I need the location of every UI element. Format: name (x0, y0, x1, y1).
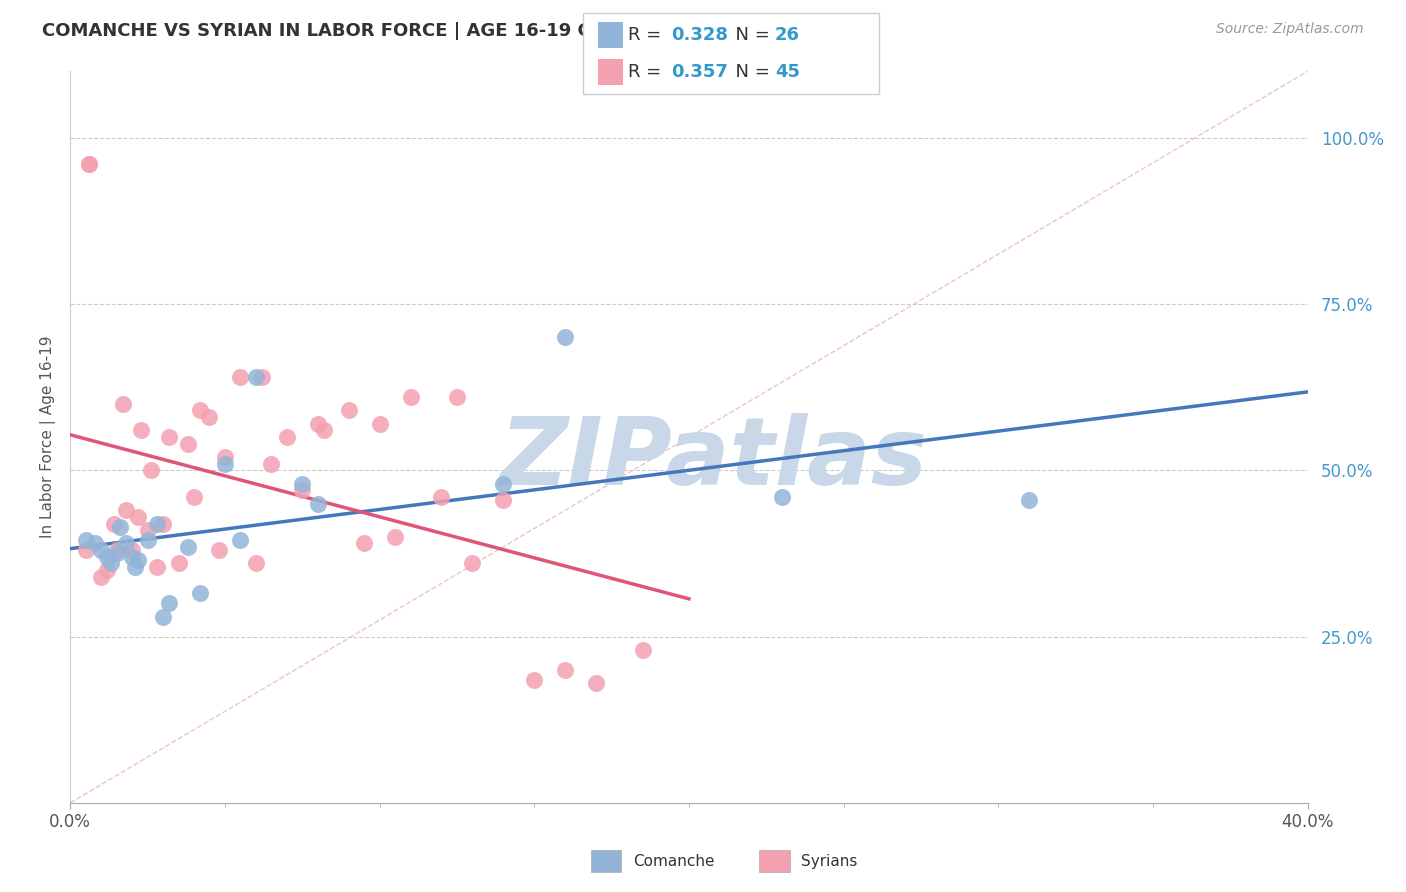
Point (198, 410, 221, 425)
Point (100, 557, 122, 571)
Text: COMANCHE VS SYRIAN IN LABOR FORCE | AGE 16-19 CORRELATION CHART: COMANCHE VS SYRIAN IN LABOR FORCE | AGE … (42, 22, 793, 40)
Text: R =: R = (628, 63, 668, 81)
Point (368, 417, 391, 431)
Text: R =: R = (628, 26, 668, 44)
Point (127, 509, 149, 524)
Point (124, 559, 146, 574)
Text: N =: N = (724, 63, 776, 81)
Point (90, 543, 112, 558)
Text: 0.357: 0.357 (671, 63, 727, 81)
Point (77, 157, 100, 171)
Point (139, 463, 162, 477)
Point (177, 436, 200, 450)
Point (146, 559, 169, 574)
Point (77, 157, 100, 171)
Point (276, 430, 298, 444)
Point (121, 543, 143, 558)
Point (208, 543, 231, 558)
Point (353, 536, 375, 550)
Point (167, 557, 190, 571)
Text: N =: N = (724, 26, 776, 44)
Point (399, 390, 422, 404)
Point (115, 503, 138, 517)
Point (75, 543, 97, 558)
Point (188, 403, 211, 417)
Point (111, 397, 134, 411)
Point (770, 490, 793, 504)
Point (152, 516, 174, 531)
Point (307, 417, 329, 431)
Point (245, 370, 267, 384)
Point (177, 540, 200, 554)
Point (461, 557, 484, 571)
Point (492, 493, 515, 508)
Text: Source: ZipAtlas.com: Source: ZipAtlas.com (1216, 22, 1364, 37)
Point (183, 490, 205, 504)
Point (131, 424, 153, 438)
Point (384, 530, 406, 544)
Point (291, 476, 314, 491)
Point (245, 557, 267, 571)
Point (96, 549, 118, 564)
Point (105, 546, 128, 560)
Point (291, 483, 314, 498)
Point (446, 390, 468, 404)
Point (188, 586, 211, 600)
Text: Comanche: Comanche (633, 854, 714, 869)
Point (229, 533, 252, 548)
Point (103, 516, 125, 531)
Point (260, 457, 283, 471)
Text: 45: 45 (775, 63, 800, 81)
Point (127, 553, 149, 567)
Point (307, 497, 329, 511)
Text: 26: 26 (775, 26, 800, 44)
Text: 0.328: 0.328 (671, 26, 728, 44)
Point (554, 663, 576, 677)
Point (105, 543, 128, 558)
Point (312, 424, 335, 438)
Point (492, 476, 515, 491)
Point (214, 450, 236, 464)
Point (152, 609, 174, 624)
Point (75, 533, 97, 548)
Point (115, 536, 138, 550)
Point (585, 676, 607, 690)
Point (96, 563, 118, 577)
Point (430, 490, 453, 504)
Text: ZIPatlas: ZIPatlas (499, 413, 928, 505)
Point (84, 536, 107, 550)
Point (250, 370, 273, 384)
Point (631, 643, 654, 657)
Point (1018, 493, 1040, 508)
Point (337, 403, 360, 417)
Point (90, 570, 112, 584)
Point (214, 457, 236, 471)
Point (554, 330, 576, 344)
Point (108, 520, 131, 534)
Point (136, 523, 159, 537)
Y-axis label: In Labor Force | Age 16-19: In Labor Force | Age 16-19 (41, 335, 56, 539)
Text: Syrians: Syrians (801, 854, 858, 869)
Point (157, 596, 180, 610)
Point (121, 549, 143, 564)
Point (229, 370, 252, 384)
Point (523, 673, 546, 687)
Point (136, 533, 159, 548)
Point (157, 430, 180, 444)
Point (146, 516, 169, 531)
